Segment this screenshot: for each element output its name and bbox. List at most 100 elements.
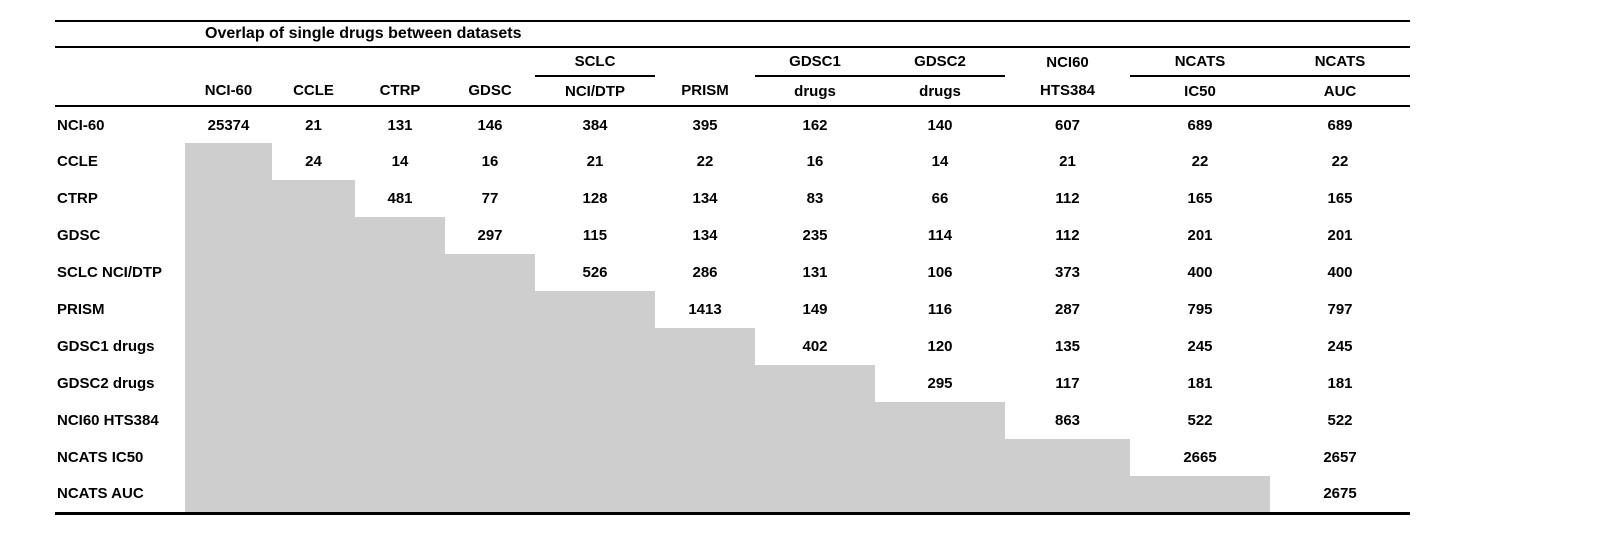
group-header-empty xyxy=(355,47,445,76)
table-row: GDSC2 drugs 295 117 181 181 xyxy=(55,365,1410,402)
table-title: Overlap of single drugs between datasets xyxy=(185,20,1410,48)
value-cell: 22 xyxy=(1191,153,1209,170)
value-cell: 14 xyxy=(931,153,949,170)
value-cell: 235 xyxy=(802,227,828,244)
column-header-nci-dtp: NCI/DTP xyxy=(535,76,655,107)
row-label: GDSC1 drugs xyxy=(57,338,155,355)
row-label: NCI60 HTS384 xyxy=(57,412,159,429)
shaded-cell xyxy=(185,365,272,402)
value-cell: 245 xyxy=(1327,338,1353,355)
value-cell: 140 xyxy=(927,116,953,134)
shaded-cell xyxy=(875,402,1005,439)
shaded-cell xyxy=(445,328,535,365)
column-header-ctrp: CTRP xyxy=(355,76,445,107)
shaded-cell xyxy=(445,476,535,515)
value-cell: 22 xyxy=(1331,153,1349,170)
shaded-cell xyxy=(755,476,875,515)
column-header-hts384: HTS384 xyxy=(1005,76,1130,107)
shaded-cell xyxy=(655,402,755,439)
value-cell: 607 xyxy=(1054,116,1081,134)
shaded-cell xyxy=(272,254,355,291)
value-cell: 2665 xyxy=(1183,449,1217,466)
shaded-cell xyxy=(875,476,1005,515)
value-cell: 373 xyxy=(1054,264,1081,281)
shaded-cell xyxy=(272,291,355,328)
column-header-ic50: IC50 xyxy=(1130,76,1270,107)
value-cell: 863 xyxy=(1054,412,1081,429)
value-cell: 117 xyxy=(1055,375,1080,392)
shaded-cell xyxy=(1005,439,1130,476)
value-cell: 522 xyxy=(1327,412,1353,429)
shaded-cell xyxy=(1130,476,1270,515)
shaded-cell xyxy=(355,402,445,439)
group-header-sclc: SCLC xyxy=(535,47,655,77)
shaded-cell xyxy=(655,328,755,365)
column-header-ccle: CCLE xyxy=(272,76,355,107)
value-cell: 21 xyxy=(1059,153,1076,170)
shaded-cell xyxy=(355,439,445,476)
shaded-cell xyxy=(1005,476,1130,515)
value-cell: 1413 xyxy=(688,301,722,318)
table-row: CCLE 24 14 16 21 22 16 14 21 22 22 xyxy=(55,143,1410,180)
column-header-gdsc1-drugs: drugs xyxy=(755,76,875,107)
shaded-cell xyxy=(445,402,535,439)
row-label: CCLE xyxy=(57,153,98,170)
row-label: NCATS AUC xyxy=(55,476,185,515)
table-row: CTRP 481 77 128 134 83 66 112 165 165 xyxy=(55,180,1410,217)
table-row: SCLC NCI/DTP 526 286 131 106 373 400 400 xyxy=(55,254,1410,291)
shaded-cell xyxy=(875,439,1005,476)
group-header-empty xyxy=(655,47,755,76)
value-cell: 14 xyxy=(391,153,409,170)
shaded-cell xyxy=(185,180,272,217)
value-cell: 21 xyxy=(586,153,604,170)
value-cell: 797 xyxy=(1327,301,1353,318)
value-cell: 181 xyxy=(1187,375,1213,392)
shaded-cell xyxy=(185,217,272,254)
table-row: GDSC1 drugs 402 120 135 245 245 xyxy=(55,328,1410,365)
value-cell: 286 xyxy=(692,264,718,281)
value-cell: 402 xyxy=(802,338,828,355)
row-label: PRISM xyxy=(57,301,105,318)
value-cell: 2657 xyxy=(1323,449,1357,466)
group-header-empty xyxy=(272,47,355,76)
value-cell: 24 xyxy=(305,153,322,170)
value-cell: 395 xyxy=(692,116,718,134)
value-cell: 106 xyxy=(927,264,953,281)
value-cell: 112 xyxy=(1055,227,1080,244)
value-cell: 287 xyxy=(1054,301,1081,318)
shaded-cell xyxy=(272,180,355,217)
column-header-gdsc2-drugs: drugs xyxy=(875,76,1005,107)
shaded-cell xyxy=(272,439,355,476)
value-cell: 526 xyxy=(582,264,608,281)
value-cell: 146 xyxy=(477,116,503,134)
value-cell: 384 xyxy=(582,116,608,134)
group-header-gdsc1: GDSC1 xyxy=(755,47,875,77)
value-cell: 131 xyxy=(802,264,828,281)
shaded-cell xyxy=(185,439,272,476)
value-cell: 112 xyxy=(1055,190,1080,207)
title-spacer xyxy=(55,20,185,48)
shaded-cell xyxy=(185,254,272,291)
value-cell: 128 xyxy=(582,190,608,207)
column-header-prism: PRISM xyxy=(655,76,755,107)
row-label: CTRP xyxy=(57,190,98,207)
table-title-row: Overlap of single drugs between datasets xyxy=(55,20,1410,48)
value-cell: 245 xyxy=(1187,338,1213,355)
shaded-cell xyxy=(535,328,655,365)
shaded-cell xyxy=(535,439,655,476)
shaded-cell xyxy=(655,439,755,476)
value-cell: 2675 xyxy=(1270,476,1410,515)
shaded-cell xyxy=(355,254,445,291)
value-cell: 162 xyxy=(802,116,828,134)
value-cell: 165 xyxy=(1327,190,1353,207)
value-cell: 77 xyxy=(481,190,499,207)
row-label: NCATS IC50 xyxy=(57,449,144,466)
shaded-cell xyxy=(355,328,445,365)
value-cell: 114 xyxy=(927,227,953,244)
shaded-cell xyxy=(272,365,355,402)
value-cell: 66 xyxy=(931,190,949,207)
value-cell: 134 xyxy=(692,227,718,244)
column-header-row: NCI-60 CCLE CTRP GDSC NCI/DTP PRISM drug… xyxy=(55,76,1410,107)
value-cell: 400 xyxy=(1327,264,1353,281)
